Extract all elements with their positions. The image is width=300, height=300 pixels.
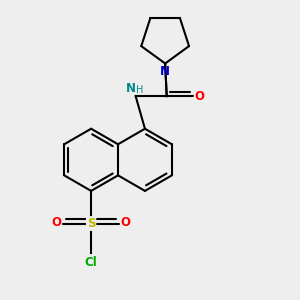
Text: Cl: Cl (85, 256, 98, 269)
Text: O: O (52, 216, 62, 229)
Text: S: S (87, 217, 95, 230)
Text: O: O (194, 90, 204, 103)
Text: H: H (136, 85, 144, 95)
Text: N: N (160, 65, 170, 78)
Text: N: N (126, 82, 136, 95)
Text: O: O (120, 216, 130, 229)
